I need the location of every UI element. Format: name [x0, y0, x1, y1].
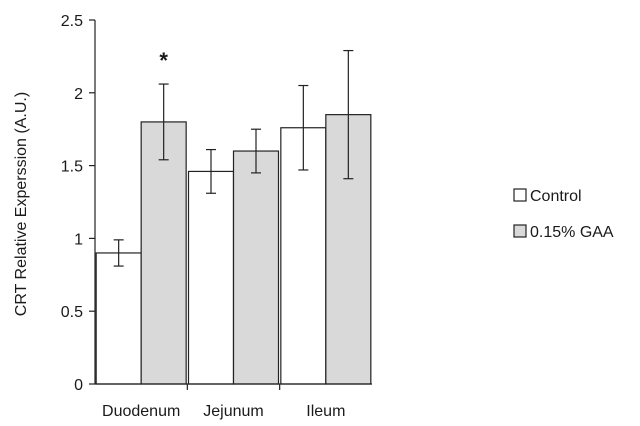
x-axis: Duodenum Jejunum Ileum: [95, 383, 372, 420]
legend-label: Control: [530, 188, 582, 205]
y-tick-label: 2: [74, 86, 83, 103]
bar-0-15-gaa: [140, 121, 187, 385]
legend-swatch: [513, 224, 527, 238]
y-tick-label: 0.5: [61, 304, 83, 321]
bar-0-15-gaa: [232, 150, 280, 385]
y-tick-label: 1.5: [61, 159, 83, 176]
y-axis-label: CRT Relative Experssion (A.U.): [13, 92, 30, 316]
x-tick-label: Jejunum: [203, 403, 263, 420]
x-tick-label: Ileum: [306, 403, 345, 420]
legend-swatch: [513, 188, 527, 202]
y-axis: 0 0.5 1 1.5 2 2.5: [61, 13, 96, 394]
bar-control: [95, 252, 142, 385]
y-tick-label: 0: [74, 377, 83, 394]
legend: Control 0.15% GAA: [513, 188, 614, 241]
bar-control: [187, 170, 235, 385]
legend-label: 0.15% GAA: [530, 224, 614, 241]
significance-marker: *: [159, 48, 168, 73]
x-tick-label: Duodenum: [102, 403, 180, 420]
y-tick-label: 1: [74, 231, 83, 248]
bars: *: [95, 48, 372, 385]
y-tick-label: 2.5: [61, 13, 83, 30]
